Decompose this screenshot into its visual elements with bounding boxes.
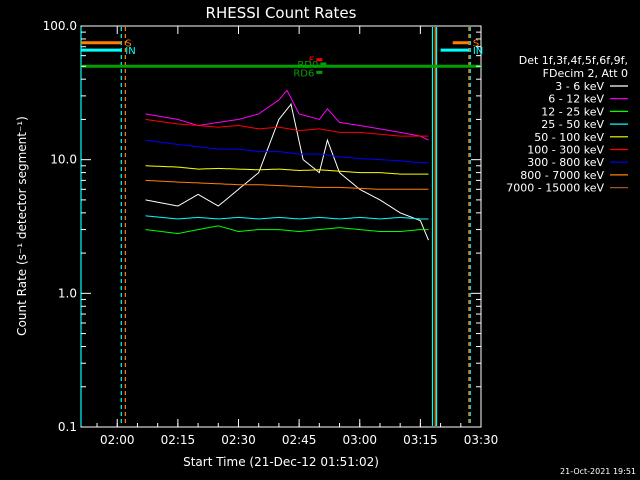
legend-label-5: 100 - 300 keV bbox=[527, 144, 604, 157]
y-tick-label-0: 0.1 bbox=[58, 420, 77, 434]
y-tick-label-1: 1.0 bbox=[58, 286, 77, 300]
series-line-0 bbox=[145, 102, 429, 241]
x-tick-label-6: 03:30 bbox=[464, 433, 499, 447]
legend-header-1: FDecim 2, Att 0 bbox=[543, 67, 628, 80]
legend-label-0: 3 - 6 keV bbox=[555, 80, 604, 93]
annotation-label-5: RD0 bbox=[297, 60, 318, 71]
legend-label-6: 300 - 800 keV bbox=[527, 156, 604, 169]
series-line-7 bbox=[145, 179, 429, 190]
chart-title: RHESSI Count Rates bbox=[206, 4, 357, 22]
legend-header-0: Det 1f,3f,4f,5f,6f,9f, bbox=[519, 54, 628, 67]
y-tick-label-2: 10.0 bbox=[50, 153, 77, 167]
y-tick-label-3: 100.0 bbox=[43, 19, 77, 33]
x-tick-label-2: 02:30 bbox=[221, 433, 256, 447]
legend-label-2: 12 - 25 keV bbox=[541, 105, 604, 118]
y-axis-ticks: 0.1 1.0 10.0 100.0 bbox=[43, 19, 481, 434]
legend-label-1: 6 - 12 keV bbox=[548, 93, 604, 106]
legend-label-8: 7000 - 15000 keV bbox=[506, 182, 604, 195]
legend-label-7: 800 - 7000 keV bbox=[520, 169, 604, 182]
series-line-5 bbox=[145, 118, 429, 137]
x-axis-label: Start Time (21-Dec-12 01:51:02) bbox=[183, 455, 379, 469]
series-line-6 bbox=[145, 139, 429, 164]
series-line-4 bbox=[145, 165, 429, 175]
annotation-label-3: IN bbox=[473, 46, 483, 57]
legend-label-3: 25 - 50 keV bbox=[541, 118, 604, 131]
vertical-markers bbox=[80, 27, 471, 426]
x-axis-ticks: 02:00 02:15 02:30 02:45 03:00 03:15 03:30 bbox=[96, 26, 499, 447]
x-tick-label-5: 03:15 bbox=[403, 433, 438, 447]
series-line-2 bbox=[145, 225, 429, 235]
legend: Det 1f,3f,4f,5f,6f,9f,FDecim 2, Att 03 -… bbox=[506, 54, 628, 195]
x-tick-label-3: 02:45 bbox=[282, 433, 317, 447]
series-group bbox=[145, 89, 429, 241]
annotation-label-4: F bbox=[309, 56, 315, 67]
annotation-label-0: S bbox=[125, 39, 131, 50]
series-line-3 bbox=[145, 215, 429, 220]
series-line-1 bbox=[145, 89, 429, 141]
plot-area-border bbox=[80, 25, 482, 428]
annotation-label-6: RD6 bbox=[293, 68, 314, 79]
x-tick-label-1: 02:15 bbox=[161, 433, 196, 447]
annotation-label-2: S bbox=[473, 39, 479, 50]
x-tick-label-0: 02:00 bbox=[100, 433, 135, 447]
plot-timestamp: 21-Oct-2021 19:51 bbox=[560, 467, 636, 476]
x-tick-label-4: 03:00 bbox=[342, 433, 377, 447]
y-axis-label: Count Rate (s⁻¹ detector segment⁻¹) bbox=[15, 116, 29, 336]
legend-label-4: 50 - 100 keV bbox=[534, 131, 604, 144]
annotation-label-1: IN bbox=[125, 46, 135, 57]
